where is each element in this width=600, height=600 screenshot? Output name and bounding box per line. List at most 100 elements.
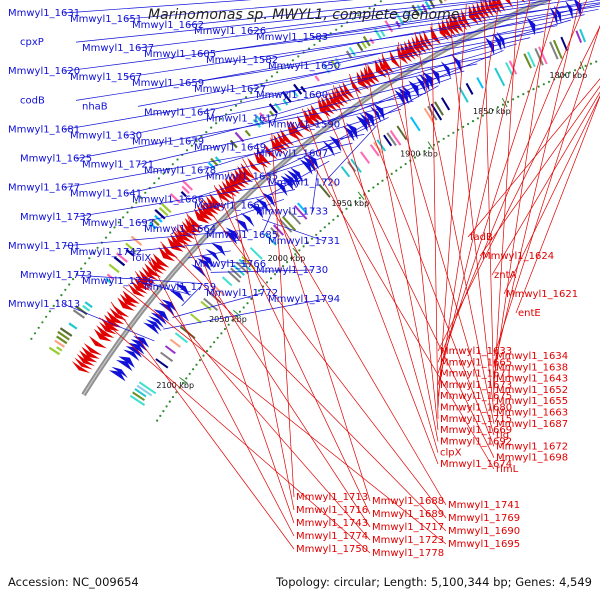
reverse-gene-arrow: [485, 37, 495, 55]
forward-gene-arrow: [79, 350, 98, 363]
forward-cog-segment: [380, 29, 386, 38]
forward-cog-segment: [443, 0, 447, 2]
inner-tick-dot: [213, 341, 216, 344]
map-title: Marinomonas sp. MWYL1, complete genome: [148, 7, 460, 23]
leader-line-blue: [199, 37, 531, 113]
kbp-tick-label: 2050 kbp: [209, 315, 247, 324]
reverse-cog-segment: [164, 345, 176, 355]
gene-label-red: rlmL: [496, 464, 519, 475]
forward-cog-segment: [360, 40, 367, 49]
reverse-gene-arrow: [108, 370, 126, 382]
forward-gene-arrow: [338, 83, 352, 102]
gene-label-red: Mmwyl1_1671: [440, 369, 512, 380]
forward-cog-segment: [106, 273, 115, 280]
forward-cog-segment: [181, 185, 190, 194]
reverse-cog-segment: [200, 300, 212, 311]
leader-line-red: [134, 271, 371, 541]
inner-tick-dot: [481, 114, 484, 117]
outer-tick-dot: [41, 321, 44, 324]
reverse-gene-arrow: [451, 55, 462, 73]
forward-gene-arrow: [290, 120, 304, 138]
forward-gene-arrow: [240, 163, 256, 180]
forward-cog-segment: [229, 139, 238, 149]
forward-gene-arrow: [321, 96, 335, 115]
outer-tick-dot: [297, 55, 300, 58]
inner-tick-dot: [323, 226, 326, 229]
outer-tick-dot: [374, 3, 377, 6]
outer-tick-dot: [234, 104, 238, 107]
forward-cog-segment: [438, 0, 443, 4]
reverse-cog-segment: [273, 224, 284, 236]
forward-cog-segment: [234, 131, 245, 143]
reverse-cog-segment: [203, 297, 219, 311]
inner-tick-dot: [395, 169, 398, 172]
forward-gene-arrow: [104, 314, 122, 328]
forward-gene-arrow: [193, 208, 210, 224]
leader-line-blue: [187, 0, 436, 26]
outer-tick-dot: [117, 221, 120, 224]
forward-gene-arrow: [492, 0, 502, 14]
forward-cog-segment: [59, 327, 73, 337]
forward-gene-arrow: [422, 30, 434, 50]
reverse-gene-arrow: [196, 258, 212, 272]
gene-label-red: Mmwyl1_1675: [440, 391, 512, 402]
inner-tick-dot: [310, 237, 314, 240]
forward-cog-segment: [314, 75, 320, 82]
reverse-cog-segment: [238, 258, 252, 272]
leader-line-red: [431, 22, 439, 419]
outer-tick-dot: [313, 43, 316, 46]
reverse-cog-segment: [575, 30, 582, 43]
reverse-cog-segment: [264, 232, 277, 246]
inner-tick-dot: [428, 146, 431, 150]
outer-tick-dot: [265, 79, 268, 82]
forward-cog-segment: [54, 339, 65, 348]
leader-line-blue: [311, 85, 439, 154]
leader-line-red: [381, 52, 495, 436]
forward-gene-arrow: [276, 131, 291, 149]
inner-tick-dot: [185, 377, 188, 380]
kbp-tick-label: 1950 kbp: [331, 199, 369, 208]
gene-label-blue: Mmwyl1_1617: [206, 113, 278, 124]
reverse-gene-arrow: [191, 264, 207, 278]
inner-tick-dot: [568, 71, 571, 74]
reverse-gene-arrow: [415, 76, 426, 94]
reverse-cog-segment: [174, 332, 188, 344]
forward-gene-arrow: [461, 9, 472, 29]
outer-tick-dot: [357, 14, 360, 17]
forward-cog-segment: [345, 50, 353, 59]
reverse-gene-arrow: [123, 349, 140, 362]
forward-gene-arrow: [158, 246, 176, 262]
reverse-gene-arrow: [369, 106, 382, 123]
leader-line-blue: [262, 219, 325, 242]
outer-tick-dot: [176, 158, 179, 161]
inner-tick-dot: [302, 245, 305, 248]
inner-tick-dot: [198, 359, 202, 362]
reverse-cog-segment: [249, 247, 263, 260]
leader-line-red: [491, 91, 600, 276]
reverse-cog-segment: [155, 358, 169, 369]
gene-label-blue: Mmwyl1_1732: [20, 212, 92, 223]
gene-label-blue: Mmwyl1_1651: [70, 14, 142, 25]
inner-tick-dot: [574, 69, 577, 72]
leader-line-blue: [63, 0, 253, 14]
outer-tick-dot: [52, 304, 55, 307]
reverse-gene-arrow: [255, 198, 270, 213]
reverse-gene-arrow: [240, 212, 255, 227]
leader-line-blue: [75, 179, 307, 218]
leader-line-red: [493, 24, 600, 357]
inner-tick-dot: [246, 302, 249, 305]
gene-label-blue: Mmwyl1_1600: [256, 90, 328, 101]
gene-label-red: zntA: [494, 270, 517, 281]
reverse-cog-segment: [560, 36, 568, 51]
leader-line-red: [122, 286, 447, 545]
inner-tick-dot: [413, 156, 417, 159]
reverse-gene-arrow: [153, 309, 170, 322]
gene-label-red: Mmwyl1_1634: [496, 351, 568, 362]
outer-tick-dot: [195, 140, 198, 143]
inner-tick-dot: [496, 106, 499, 109]
gene-label-blue: Mmwyl1_1681: [8, 125, 80, 136]
reverse-gene-arrow: [492, 33, 502, 52]
forward-gene-arrow: [218, 183, 234, 200]
forward-gene-arrow: [178, 224, 195, 240]
